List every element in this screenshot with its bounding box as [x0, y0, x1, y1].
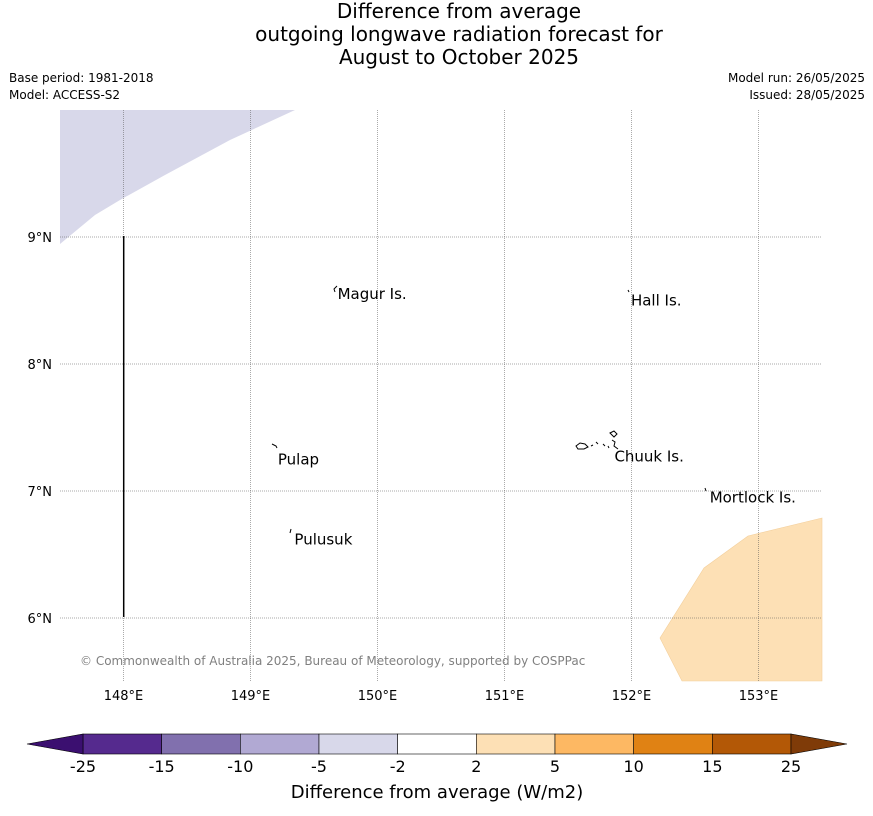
place-label: Mortlock Is.: [710, 488, 796, 506]
lon-tick-label: 149°E: [231, 689, 271, 704]
colorbar-segment: [240, 733, 320, 755]
map-area: Magur Is. Hall Is. Pulap Chuuk Is. Mortlock …: [28, 110, 823, 704]
colorbar-segments: [26, 733, 848, 755]
colorbar-tick-label: 15: [702, 757, 722, 776]
place-label: Chuuk Is.: [614, 448, 683, 466]
latitude-tick-labels: 9°N 8°N 7°N 6°N: [28, 231, 53, 627]
colorbar-segment: [397, 733, 477, 755]
island-mortlock: [704, 487, 707, 492]
colorbar-tick-label: 2: [471, 757, 481, 776]
title-line-1: Difference from average: [336, 0, 582, 23]
colorbar-under-arrow: [26, 733, 84, 755]
colorbar-segment: [712, 733, 792, 755]
model-run: Model run: 26/05/2025: [727, 71, 865, 85]
colorbar-segment: [476, 733, 556, 755]
island-magur: [333, 285, 338, 293]
lon-tick-label: 148°E: [104, 689, 144, 704]
lon-tick-label: 151°E: [485, 689, 525, 704]
copyright-text: © Commonwealth of Australia 2025, Bureau…: [80, 654, 585, 668]
issued-date: Issued: 28/05/2025: [749, 88, 865, 102]
colorbar-segment: [161, 733, 241, 755]
negative-anomaly-region: [60, 110, 295, 244]
colorbar-tick-label: 25: [781, 757, 801, 776]
colorbar-segment: [554, 733, 634, 755]
colorbar-tick-label: -25: [70, 757, 96, 776]
lat-tick-label: 7°N: [28, 485, 53, 500]
colorbar-over-arrow: [790, 733, 848, 755]
title-line-2: outgoing longwave radiation forecast for: [255, 22, 663, 46]
lat-tick-label: 8°N: [28, 358, 53, 373]
positive-anomaly-region: [659, 517, 823, 682]
colorbar-tick-label: -10: [227, 757, 253, 776]
colorbar-tick-label: 5: [550, 757, 560, 776]
colorbar-tick-label: -2: [390, 757, 406, 776]
place-label: Magur Is.: [338, 285, 407, 303]
meta-right: Model run: 26/05/2025 Issued: 28/05/2025: [728, 70, 865, 104]
title-line-3: August to October 2025: [338, 45, 580, 69]
lon-tick-label: 152°E: [612, 689, 652, 704]
lat-tick-label: 6°N: [28, 612, 53, 627]
lat-tick-label: 9°N: [28, 231, 53, 246]
model-name: Model: ACCESS-S2: [9, 88, 121, 102]
lon-tick-label: 150°E: [358, 689, 398, 704]
place-label: Pulap: [278, 450, 319, 468]
colorbar-segment: [318, 733, 398, 755]
meta-left: Base period: 1981-2018 Model: ACCESS-S2: [9, 70, 154, 104]
place-labels: Magur Is. Hall Is. Pulap Chuuk Is. Mortlock …: [278, 285, 796, 548]
colorbar: -25 -15 -10 -5 -2 2 5 10 15 25 Difference from av…: [26, 733, 848, 803]
colorbar-tick-label: 10: [623, 757, 643, 776]
colorbar-tick-label: -15: [149, 757, 175, 776]
island-pulusuk: [289, 528, 292, 534]
longitude-tick-labels: 148°E 149°E 150°E 151°E 152°E 153°E: [104, 689, 779, 704]
island-chuuk: [575, 430, 619, 450]
colorbar-label: Difference from average (W/m2): [291, 782, 583, 803]
map-title: Difference from average outgoing longwav…: [0, 0, 873, 69]
colorbar-segment: [633, 733, 713, 755]
base-period: Base period: 1981-2018: [9, 71, 154, 85]
colorbar-tick-labels: -25 -15 -10 -5 -2 2 5 10 15 25: [70, 757, 801, 776]
island-hall: [627, 289, 630, 293]
colorbar-segment: [82, 733, 162, 755]
place-label: Pulusuk: [294, 530, 352, 548]
island-pulap: [271, 443, 278, 449]
colorbar-tick-label: -5: [311, 757, 327, 776]
graticule: [60, 110, 822, 681]
island-outlines: [271, 285, 707, 534]
place-label: Hall Is.: [631, 292, 682, 310]
lon-tick-label: 153°E: [739, 689, 779, 704]
